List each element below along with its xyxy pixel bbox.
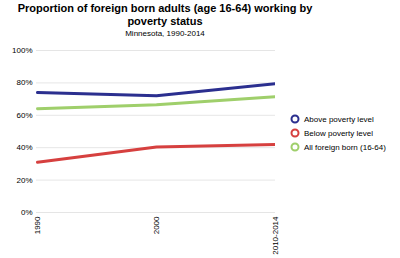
svg-text:40%: 40% [16,143,32,152]
svg-text:60%: 60% [16,111,32,120]
html-text:Proportion of foreign born adu: Proportion of foreign born adults (age 1… [17,2,313,27]
html-text:All foreign born (16-64): All foreign born (16-64) [304,142,386,152]
svg-text:1990: 1990 [33,216,42,234]
svg-text:80%: 80% [16,78,32,87]
html-text:Below poverty level: Below poverty level [304,128,373,138]
svg-text:100%: 100% [12,46,32,55]
svg-text:20%: 20% [16,176,32,185]
html-text:Above poverty level: Above poverty level [304,114,374,124]
svg-text:2000: 2000 [152,216,161,234]
html-text:Minnesota, 1990-2014: Minnesota, 1990-2014 [125,29,205,38]
svg-text:0%: 0% [21,208,33,217]
svg-text:2010-2014: 2010-2014 [271,216,280,255]
